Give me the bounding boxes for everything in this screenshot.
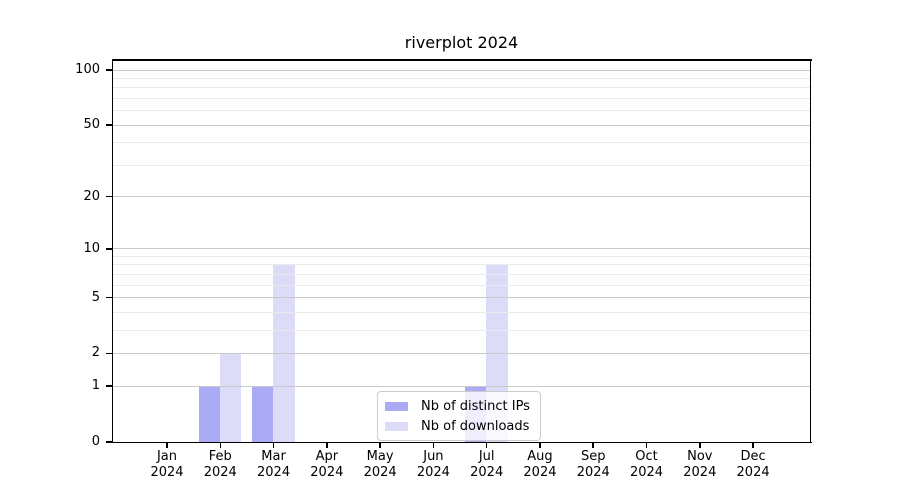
x-tick-year: 2024 <box>523 464 557 480</box>
x-tick-month: Jul <box>478 449 495 464</box>
x-tick-label: Jun 2024 <box>398 449 468 480</box>
gridline-minor <box>113 273 810 275</box>
x-tick-year: 2024 <box>310 464 344 480</box>
gridline-minor <box>113 164 810 166</box>
y-axis-tick <box>105 296 112 299</box>
legend-entry-downloads: Nb of downloads <box>385 416 530 436</box>
gridline-major <box>113 124 810 126</box>
y-tick-label: 1 <box>91 378 100 394</box>
x-tick-year: 2024 <box>257 464 291 480</box>
y-axis-tick <box>105 441 112 443</box>
y-tick-label: 20 <box>83 188 100 204</box>
x-tick-year: 2024 <box>576 464 610 480</box>
x-axis-tick <box>272 443 275 448</box>
x-tick-year: 2024 <box>203 464 237 480</box>
x-tick-label: Mar 2024 <box>239 449 309 480</box>
x-axis-tick <box>326 443 328 448</box>
y-tick-label: 5 <box>91 289 100 305</box>
bar-nb-of-downloads-feb <box>220 353 242 442</box>
x-tick-month: Mar <box>261 449 286 464</box>
x-tick-month: Dec <box>740 449 766 464</box>
plot-left-spine <box>111 59 114 443</box>
x-axis-tick <box>219 443 222 448</box>
legend-entry-distinct-ips: Nb of distinct IPs <box>385 396 530 416</box>
x-tick-month: May <box>366 449 394 464</box>
legend-swatch-distinct-ips <box>385 401 408 411</box>
x-axis-tick <box>166 443 168 448</box>
gridline-minor <box>113 255 810 257</box>
x-tick-year: 2024 <box>470 464 504 480</box>
x-tick-month: Jan <box>156 449 178 464</box>
gridline-minor <box>113 78 810 80</box>
gridline-major <box>113 196 810 198</box>
y-axis-tick <box>105 124 112 126</box>
x-tick-label: Nov 2024 <box>665 449 735 480</box>
y-tick-label: 2 <box>91 345 100 361</box>
x-axis-tick <box>539 443 541 448</box>
x-tick-month: Oct <box>635 449 658 464</box>
gridline-major <box>113 69 810 71</box>
x-tick-label: Dec 2024 <box>718 449 788 480</box>
x-tick-label: Jul 2024 <box>452 449 522 480</box>
gridline-minor <box>113 142 810 144</box>
x-tick-year: 2024 <box>416 464 450 480</box>
y-tick-label: 100 <box>75 62 100 78</box>
y-tick-label: 0 <box>91 434 100 449</box>
x-tick-month: Nov <box>687 449 713 464</box>
x-tick-label: Feb 2024 <box>185 449 255 480</box>
gridline-minor <box>113 110 810 112</box>
legend-swatch-downloads <box>385 421 408 431</box>
gridline-minor <box>113 329 810 331</box>
gridline-minor <box>113 311 810 313</box>
y-axis-tick <box>105 195 112 198</box>
y-tick-label: 50 <box>83 117 100 133</box>
x-axis-tick <box>432 443 435 448</box>
x-axis-tick <box>752 443 754 448</box>
y-axis-tick <box>105 69 112 71</box>
x-tick-month: Jun <box>423 449 444 464</box>
plot-bottom-spine <box>111 441 812 444</box>
gridline-major <box>113 352 810 354</box>
y-axis-tick <box>105 352 112 355</box>
bar-nb-of-distinct-ips-feb <box>198 386 221 442</box>
x-axis-tick <box>645 443 648 448</box>
x-tick-month: Feb <box>208 449 232 464</box>
plot-right-spine <box>809 59 812 443</box>
x-tick-label: May 2024 <box>345 449 415 480</box>
x-tick-label: Oct 2024 <box>612 449 682 480</box>
y-axis-tick <box>105 248 112 250</box>
gridline-minor <box>113 87 810 89</box>
gridline-major <box>113 248 810 250</box>
gridline-minor <box>113 284 810 286</box>
x-tick-label: Apr 2024 <box>292 449 362 480</box>
y-tick-label: 10 <box>83 240 100 256</box>
x-tick-year: 2024 <box>629 464 664 480</box>
x-tick-year: 2024 <box>150 464 184 480</box>
gridline-minor <box>113 98 810 100</box>
bar-nb-of-distinct-ips-mar <box>252 386 274 442</box>
x-tick-label: Jan 2024 <box>132 449 202 480</box>
plot-top-spine <box>111 59 812 61</box>
y-axis-tick <box>105 385 112 387</box>
legend-label-distinct-ips: Nb of distinct IPs <box>421 398 530 414</box>
chart-title: riverplot 2024 <box>404 33 519 52</box>
gridline-minor <box>113 264 810 266</box>
x-tick-year: 2024 <box>683 464 717 480</box>
x-axis-tick <box>379 443 381 448</box>
x-tick-month: Aug <box>527 449 553 464</box>
x-tick-year: 2024 <box>736 464 770 480</box>
x-axis-tick <box>592 443 594 448</box>
x-tick-label: Aug 2024 <box>505 449 575 480</box>
x-axis-tick <box>485 443 488 448</box>
legend-label-downloads: Nb of downloads <box>421 418 530 434</box>
gridline-major <box>113 297 810 299</box>
x-tick-label: Sep 2024 <box>558 449 628 480</box>
x-axis-tick <box>699 443 701 448</box>
x-tick-month: Sep <box>580 449 606 464</box>
x-tick-month: Apr <box>315 449 339 464</box>
gridline-major <box>113 385 810 387</box>
chart-legend: Nb of distinct IPs Nb of downloads <box>377 391 541 441</box>
x-tick-year: 2024 <box>363 464 397 480</box>
